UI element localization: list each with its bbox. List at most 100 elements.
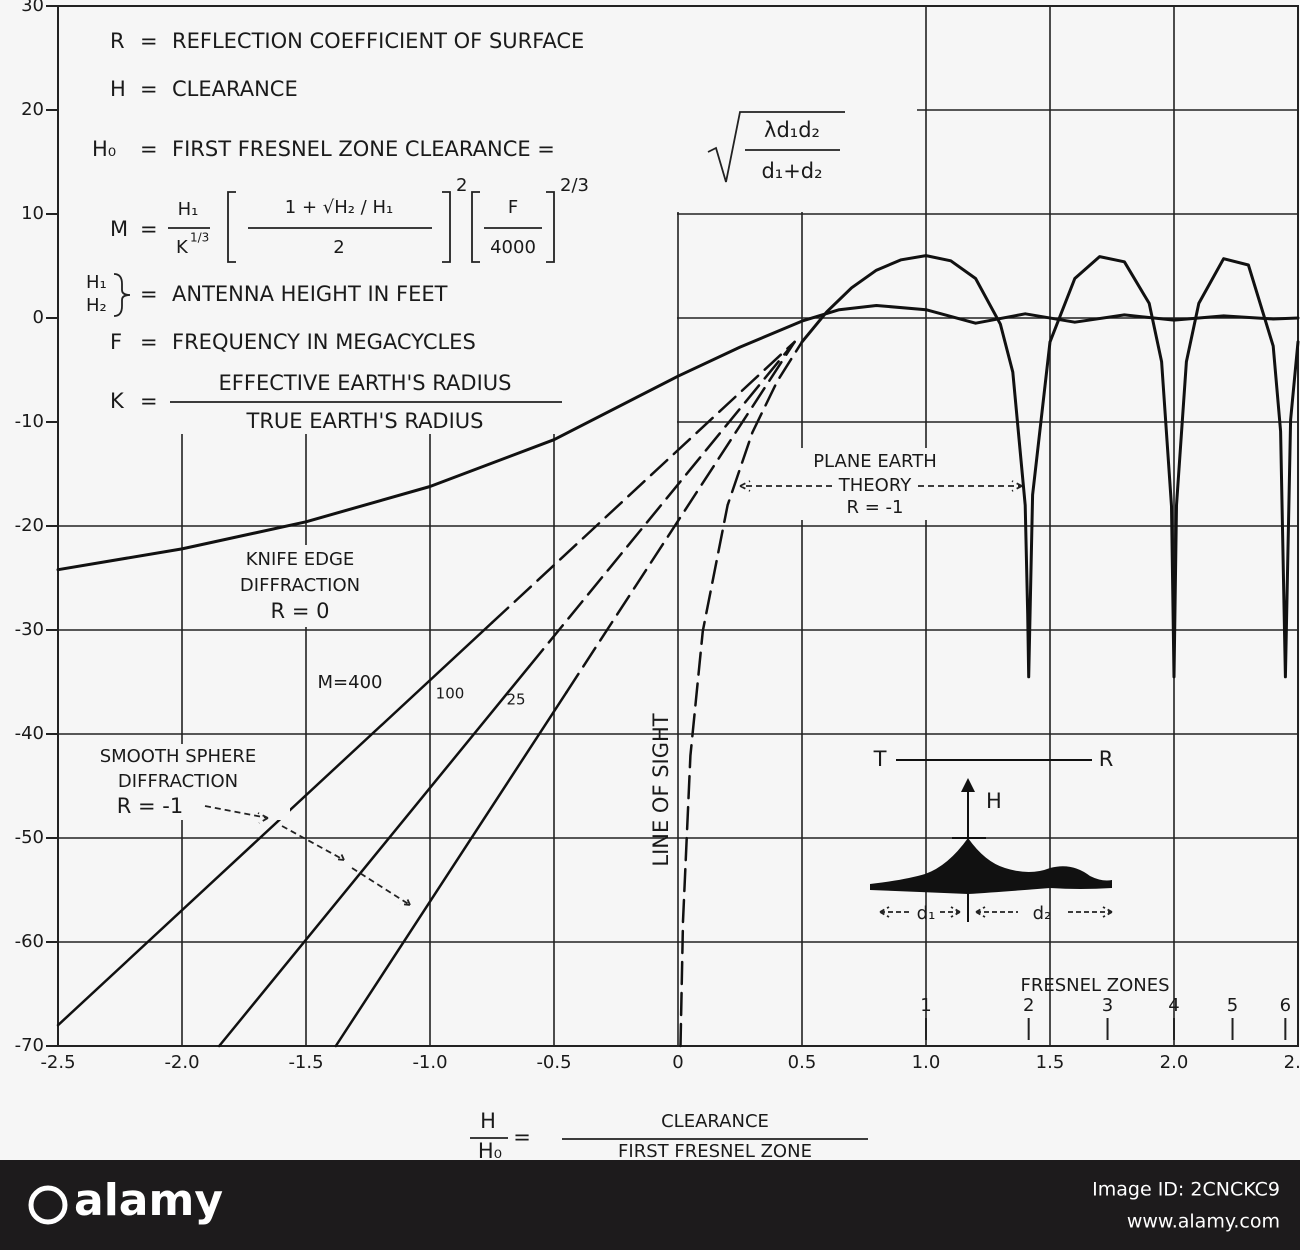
symbol: M	[110, 217, 128, 241]
equals: =	[140, 389, 158, 413]
fraction-numerator: 1 + √H₂ / H₁	[285, 197, 393, 218]
legend-area	[59, 6, 917, 434]
curve	[490, 340, 796, 624]
x-tick-label: -2.0	[164, 1052, 199, 1073]
annotation: LINE OF SIGHT	[649, 713, 673, 866]
x-tick-label: 1.5	[1036, 1052, 1065, 1073]
legend-background	[59, 212, 677, 434]
annotation: R = -1	[117, 794, 183, 818]
symbol: K	[110, 389, 125, 413]
x-tick-label: 0	[672, 1052, 683, 1073]
annotation: R = -1	[847, 497, 904, 518]
footer	[0, 1160, 1300, 1250]
annotation: THEORY	[838, 475, 912, 496]
radical	[707, 111, 845, 183]
annotation-background	[770, 448, 980, 520]
curve	[800, 254, 1300, 679]
x-axis-label: CLEARANCE	[661, 1111, 769, 1132]
fraction-denominator: 4000	[490, 237, 536, 258]
equals: =	[140, 29, 158, 53]
y-tick-label: 0	[33, 307, 44, 328]
brand: alamy	[74, 1175, 223, 1226]
annotation: R = 0	[271, 599, 330, 623]
y-tick-label: -10	[15, 411, 44, 432]
equals: =	[140, 77, 158, 101]
symbol: R	[110, 29, 125, 53]
diagram-label: H	[986, 789, 1002, 813]
fraction-denominator: K	[176, 237, 189, 258]
fraction-numerator: λd₁d₂	[764, 118, 820, 142]
x-tick-label: 1.0	[912, 1052, 941, 1073]
diagram-label: d₂	[1033, 903, 1052, 924]
curve	[527, 340, 796, 668]
diagram-label: R	[1099, 747, 1114, 771]
curve	[217, 665, 531, 1048]
fraction-numerator: H₁	[178, 199, 199, 220]
curve	[56, 621, 494, 1027]
definition: REFLECTION COEFFICIENT OF SURFACE	[172, 29, 584, 53]
equals: =	[140, 282, 158, 306]
legend-background	[59, 6, 917, 212]
annotation: DIFFRACTION	[240, 575, 360, 596]
x-tick-label: -0.5	[536, 1052, 571, 1073]
fresnel-title: FRESNEL ZONES	[1020, 975, 1169, 996]
fraction-denominator: TRUE EARTH'S RADIUS	[246, 409, 484, 433]
fresnel-tick-label: 6	[1280, 995, 1291, 1016]
fresnel-tick-label: 2	[1023, 995, 1034, 1016]
fresnel-tick-label: 5	[1227, 995, 1238, 1016]
symbol: H₁	[86, 272, 107, 293]
equals: =	[140, 137, 158, 161]
annotation: 25	[506, 691, 525, 709]
equals: =	[140, 217, 158, 241]
curve	[565, 340, 796, 694]
annotation-background	[85, 744, 290, 820]
annotation: DIFFRACTION	[118, 771, 238, 792]
fraction-numerator: EFFECTIVE EARTH'S RADIUS	[219, 371, 512, 395]
fresnel-tick-label: 1	[920, 995, 931, 1016]
fresnel-tick-label: 4	[1168, 995, 1179, 1016]
definition: FREQUENCY IN MEGACYCLES	[172, 330, 476, 354]
annotation-background	[215, 545, 385, 627]
image-id: Image ID: 2CNCKC9	[1092, 1179, 1280, 1201]
annotation: M=400	[318, 672, 383, 693]
y-tick-label: -20	[15, 515, 44, 536]
exponent: 1/3	[190, 231, 209, 245]
diagram-label: d₁	[917, 903, 936, 924]
fresnel-tick-label: 3	[1102, 995, 1113, 1016]
fraction-denominator: d₁+d₂	[761, 159, 822, 183]
terrain	[870, 838, 1112, 894]
logo-mark	[28, 1185, 68, 1225]
symbol: F	[110, 330, 122, 354]
y-tick-label: 20	[21, 99, 44, 120]
equals: =	[140, 330, 158, 354]
bracket	[227, 191, 451, 263]
annotation-arrow	[739, 480, 1023, 492]
x-tick-label: -2.5	[40, 1052, 75, 1073]
arrow-head	[961, 778, 975, 792]
curve	[679, 340, 804, 1048]
x-tick-label: -1.0	[412, 1052, 447, 1073]
fraction-denominator: 2	[333, 237, 344, 258]
y-tick-label: -70	[15, 1035, 44, 1056]
x-tick-label: 0.5	[788, 1052, 817, 1073]
annotation: PLANE EARTH	[813, 451, 937, 472]
labels: R = REFLECTION COEFFICIENT OF SURFACE H …	[15, 0, 1300, 1163]
distance-arrow	[879, 906, 1113, 918]
definition: ANTENNA HEIGHT IN FEET	[172, 282, 448, 306]
symbol: H₀	[92, 137, 116, 161]
url: www.alamy.com	[1127, 1211, 1280, 1233]
y-tick-label: 10	[21, 203, 44, 224]
curve	[334, 691, 568, 1048]
x-axis-label: H₀	[478, 1139, 502, 1163]
y-tick-label: -60	[15, 931, 44, 952]
exponent: 2	[456, 175, 467, 196]
x-tick-label: 2.0	[1160, 1052, 1189, 1073]
x-axis-label: FIRST FRESNEL ZONE	[618, 1141, 812, 1162]
y-tick-label: -40	[15, 723, 44, 744]
x-axis-label: H	[480, 1109, 496, 1133]
symbol: H₂	[86, 295, 107, 316]
curve	[56, 304, 1300, 572]
symbol: H	[110, 77, 126, 101]
